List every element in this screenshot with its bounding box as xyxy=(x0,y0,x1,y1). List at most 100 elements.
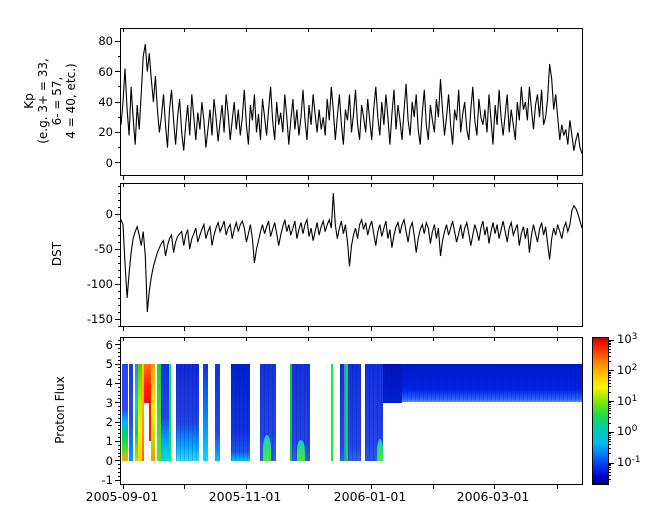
y-minor-tick xyxy=(118,371,121,373)
y-minor-tick xyxy=(118,269,121,271)
y-minor-tick xyxy=(118,234,121,236)
x-month-tick xyxy=(183,484,185,489)
dst-axis-label: DST xyxy=(50,241,64,267)
y-major-tick xyxy=(115,71,121,73)
y-minor-tick xyxy=(118,199,121,201)
colorbar-minor-tick xyxy=(608,379,611,381)
y-minor-tick xyxy=(118,475,121,477)
y-minor-tick xyxy=(118,456,121,458)
x-month-tick-top xyxy=(183,184,185,187)
y-major-tick xyxy=(115,460,121,462)
y-minor-tick xyxy=(118,116,121,118)
x-month-tick xyxy=(493,175,495,180)
colorbar-minor-tick xyxy=(608,371,611,373)
x-month-tick xyxy=(183,326,185,331)
x-month-tick-top xyxy=(122,29,124,32)
y-minor-tick xyxy=(118,464,121,466)
x-month-tick xyxy=(556,326,558,331)
colorbar-minor-tick xyxy=(608,434,611,436)
y-minor-tick xyxy=(118,352,121,353)
y-tick-label: 4 xyxy=(105,376,113,391)
spectrogram-stripe xyxy=(346,364,348,461)
x-month-tick-top xyxy=(122,338,124,341)
colorbar-minor-tick xyxy=(608,361,611,363)
colorbar-major-tick xyxy=(608,431,614,433)
spectrogram-stripe xyxy=(214,364,220,461)
x-tick-label: 2006-01-01 xyxy=(333,489,407,504)
x-month-tick xyxy=(370,175,372,180)
x-month-tick-top xyxy=(122,184,124,187)
x-month-tick-top xyxy=(432,29,434,32)
colorbar-minor-tick xyxy=(608,375,611,377)
x-month-tick xyxy=(370,326,372,331)
y-major-tick xyxy=(115,162,121,164)
x-month-tick-top xyxy=(493,184,495,187)
spectrogram-stripe xyxy=(160,364,169,461)
colorbar-minor-tick xyxy=(608,382,611,384)
y-minor-tick xyxy=(118,355,121,357)
spectrogram-stripe xyxy=(383,364,582,402)
colorbar-minor-tick xyxy=(608,413,611,415)
x-month-tick xyxy=(493,484,495,489)
x-month-tick-top xyxy=(493,29,495,32)
x-month-tick-top xyxy=(432,184,434,187)
colorbar-minor-tick xyxy=(608,433,611,435)
y-tick-label: 6 xyxy=(105,337,113,352)
y-major-tick xyxy=(115,440,121,442)
spectrogram-stripe xyxy=(138,364,142,461)
y-minor-tick xyxy=(118,437,121,439)
y-minor-tick xyxy=(118,325,121,327)
y-major-tick xyxy=(115,213,121,215)
kp-index-series xyxy=(121,44,582,154)
x-tick-label: 2005-09-01 xyxy=(85,489,159,504)
y-tick-label: 40 xyxy=(98,95,113,109)
colorbar-tick-label: 10-1 xyxy=(617,455,641,470)
y-minor-tick xyxy=(118,468,121,470)
spectrogram-stripe xyxy=(297,440,305,461)
y-minor-tick xyxy=(118,398,121,400)
colorbar-minor-tick xyxy=(608,436,611,438)
x-month-tick xyxy=(122,175,124,180)
spectrogram-stripe xyxy=(203,364,208,461)
x-tick-label: 2006-03-01 xyxy=(456,489,530,504)
y-tick-label: -150 xyxy=(86,312,113,326)
y-minor-tick xyxy=(118,55,121,57)
y-minor-tick xyxy=(118,452,121,454)
y-minor-tick xyxy=(118,311,121,313)
spectrogram-stripe xyxy=(343,364,346,461)
colorbar-minor-tick xyxy=(608,438,611,440)
spectrogram-stripe xyxy=(291,364,310,461)
colorbar-minor-tick xyxy=(608,402,611,404)
y-major-tick xyxy=(115,402,121,404)
colorbar-minor-tick xyxy=(608,373,611,375)
y-minor-tick xyxy=(118,433,121,435)
kp-axis-label: Kp (e.g. 3+ = 33, 6- = 57, 4 = 40, etc.) xyxy=(22,58,78,144)
spectrogram-stripe xyxy=(150,364,155,461)
x-month-tick xyxy=(245,175,247,180)
y-minor-tick xyxy=(118,348,121,350)
colorbar-minor-tick xyxy=(608,471,611,473)
colorbar-minor-tick xyxy=(608,453,611,455)
y-tick-label: 1 xyxy=(105,434,113,449)
x-month-tick-top xyxy=(556,29,558,32)
colorbar-major-tick xyxy=(608,339,614,341)
y-major-tick xyxy=(115,40,121,42)
x-month-tick-top xyxy=(245,184,247,187)
colorbar-minor-tick xyxy=(608,417,611,419)
y-major-tick xyxy=(115,283,121,285)
y-tick-label: 60 xyxy=(98,64,113,79)
x-month-tick xyxy=(432,484,434,489)
y-tick-label: -100 xyxy=(86,277,113,292)
colorbar-minor-tick xyxy=(608,348,611,350)
colorbar-minor-tick xyxy=(608,463,611,465)
y-tick-label: 20 xyxy=(98,125,113,140)
spectrogram-stripe xyxy=(148,402,151,442)
colorbar-minor-tick xyxy=(608,474,611,476)
y-minor-tick xyxy=(118,297,121,299)
y-minor-tick xyxy=(118,375,121,377)
y-minor-tick xyxy=(118,220,121,222)
colorbar: 103 102 101 100 10-1 xyxy=(592,332,662,485)
y-major-tick xyxy=(115,101,121,103)
colorbar-minor-tick xyxy=(608,340,611,342)
x-month-tick-top xyxy=(370,338,372,341)
